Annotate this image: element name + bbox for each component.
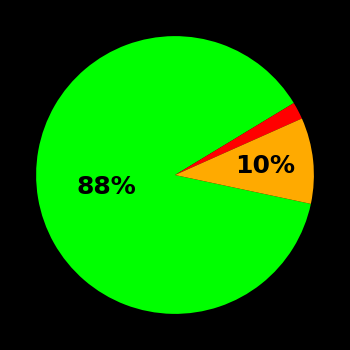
Text: 88%: 88% <box>77 175 136 198</box>
Wedge shape <box>175 103 302 175</box>
Text: 10%: 10% <box>235 154 295 177</box>
Wedge shape <box>36 36 311 314</box>
Wedge shape <box>175 119 314 204</box>
